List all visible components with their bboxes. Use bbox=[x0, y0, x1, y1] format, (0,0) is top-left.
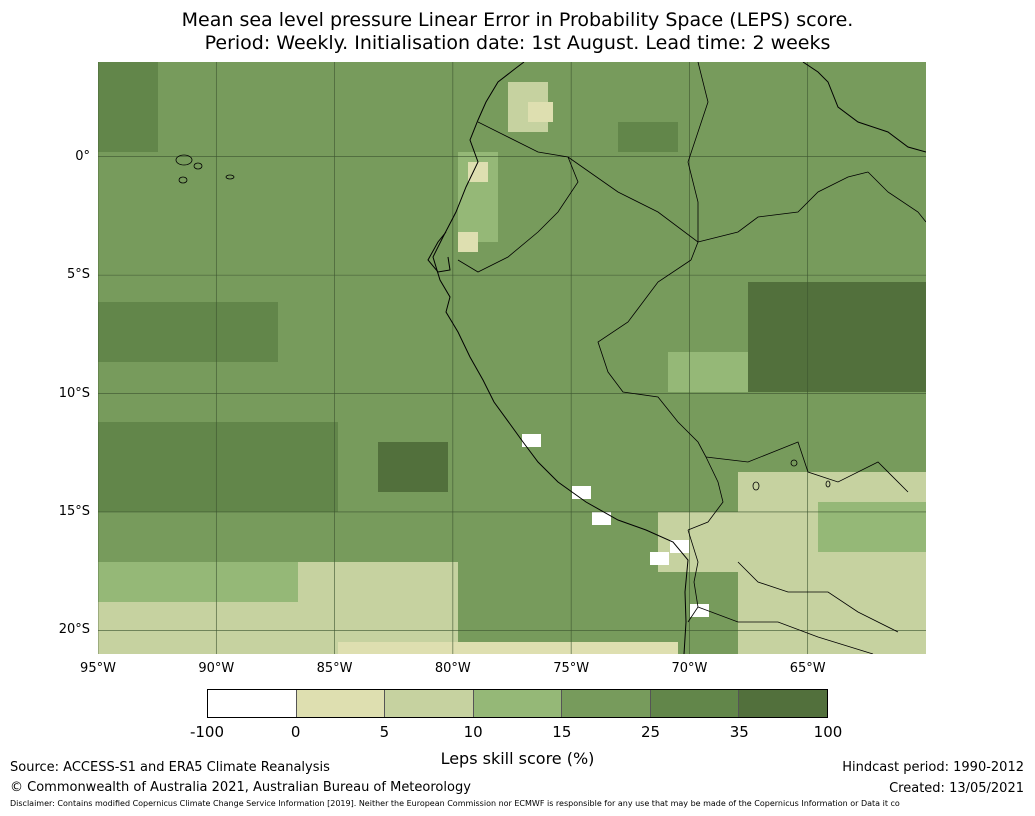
border-bolivia-brazil bbox=[705, 441, 909, 493]
skill-patch bbox=[298, 562, 458, 654]
created-date: Created: 13/05/2021 bbox=[889, 781, 1024, 796]
source-text: Source: ACCESS-S1 and ERA5 Climate Reana… bbox=[10, 760, 330, 775]
skill-patch bbox=[98, 302, 278, 362]
chart-title-line-1: Mean sea level pressure Linear Error in … bbox=[181, 9, 854, 31]
skill-map bbox=[98, 62, 926, 654]
map-gridlines bbox=[98, 62, 926, 654]
coastlines bbox=[427, 62, 926, 654]
colorbar-title: Leps skill score (%) bbox=[440, 749, 595, 768]
colorbar-tick-label: 25 bbox=[641, 723, 661, 741]
longitude-tick-label: 90°W bbox=[198, 661, 235, 676]
border-bolivia-chile bbox=[687, 529, 699, 623]
skill-patch bbox=[378, 442, 448, 492]
longitude-tick-label: 80°W bbox=[434, 661, 471, 676]
border-peru-bolivia bbox=[687, 456, 724, 531]
colorbar-tick-label: 15 bbox=[552, 723, 572, 741]
border-peru-brazil bbox=[597, 259, 707, 458]
longitude-tick-label: 85°W bbox=[316, 661, 353, 676]
border-argentina bbox=[697, 606, 874, 654]
colorbar-tick-label: 10 bbox=[463, 723, 483, 741]
colorbar-segment bbox=[562, 690, 651, 717]
latitude-tick-label: 20°S bbox=[58, 622, 90, 638]
longitude-tick-label: 65°W bbox=[789, 661, 826, 676]
latitude-tick-label: 5°S bbox=[66, 267, 90, 283]
skill-patch bbox=[668, 352, 748, 392]
copyright-text: © Commonwealth of Australia 2021, Austra… bbox=[10, 780, 471, 795]
negative-skill-cell bbox=[522, 434, 541, 447]
skill-patch bbox=[528, 102, 553, 122]
latitude-tick-label: 15°S bbox=[58, 503, 90, 519]
colorbar-segment bbox=[385, 690, 474, 717]
longitude-tick-label: 95°W bbox=[80, 661, 116, 676]
colorbar bbox=[207, 689, 828, 718]
colorbar-segment bbox=[739, 690, 828, 717]
skill-patch bbox=[98, 62, 158, 152]
skill-patch bbox=[738, 472, 926, 654]
longitude-tick-label: 75°W bbox=[553, 661, 590, 676]
skill-patch bbox=[198, 202, 258, 242]
border-colombia-brazil bbox=[567, 156, 699, 261]
coastline-caribbean bbox=[802, 62, 926, 153]
skill-patch bbox=[98, 422, 338, 512]
latitude-tick-label: 10°S bbox=[58, 385, 90, 401]
country-borders bbox=[457, 62, 926, 654]
negative-skill-cell bbox=[592, 512, 611, 525]
border-guyana bbox=[867, 171, 926, 223]
chart-title-line-2: Period: Weekly. Initialisation date: 1st… bbox=[204, 32, 831, 54]
colorbar-tick-label: 100 bbox=[813, 723, 843, 741]
colorbar-tick-label: 5 bbox=[379, 723, 390, 741]
colorbar-tick-label: 35 bbox=[729, 723, 749, 741]
colorbar-tick-label: 0 bbox=[290, 723, 301, 741]
colorbar-segment bbox=[650, 690, 740, 717]
skill-patch bbox=[748, 282, 926, 392]
disclaimer-text: Disclaimer: Contains modified Copernicus… bbox=[10, 799, 900, 808]
border-venezuela-brazil bbox=[697, 171, 869, 243]
skill-patch bbox=[338, 642, 678, 654]
negative-skill-cell bbox=[572, 486, 591, 499]
skill-patch bbox=[458, 232, 478, 252]
negative-skill-cell bbox=[690, 604, 709, 617]
skill-score-patches bbox=[98, 62, 926, 654]
colorbar-segment bbox=[208, 690, 297, 717]
hindcast-period: Hindcast period: 1990-2012 bbox=[842, 760, 1024, 775]
skill-patch bbox=[468, 162, 488, 182]
lakes bbox=[752, 459, 831, 491]
skill-patch bbox=[218, 102, 338, 182]
skill-patch bbox=[738, 162, 798, 222]
coastline-gulf-of-guayaquil bbox=[427, 231, 451, 273]
latitude-tick-label: 0° bbox=[75, 148, 90, 164]
skill-patch bbox=[618, 122, 678, 152]
colorbar-tick-label: -100 bbox=[189, 723, 225, 741]
galapagos-islands bbox=[175, 154, 235, 184]
skill-patch bbox=[98, 562, 298, 602]
skill-patch bbox=[818, 502, 926, 552]
border-venezuela-colombia bbox=[687, 62, 709, 242]
border-ecuador-colombia bbox=[457, 121, 579, 273]
negative-skill-cell bbox=[650, 552, 669, 565]
border-bolivia-paraguay bbox=[737, 561, 899, 633]
coastline-south-america-west bbox=[432, 62, 689, 654]
negative-skill-cell bbox=[670, 540, 689, 553]
colorbar-segment bbox=[473, 690, 563, 717]
colorbar-segment bbox=[296, 690, 386, 717]
longitude-tick-label: 70°W bbox=[671, 661, 708, 676]
